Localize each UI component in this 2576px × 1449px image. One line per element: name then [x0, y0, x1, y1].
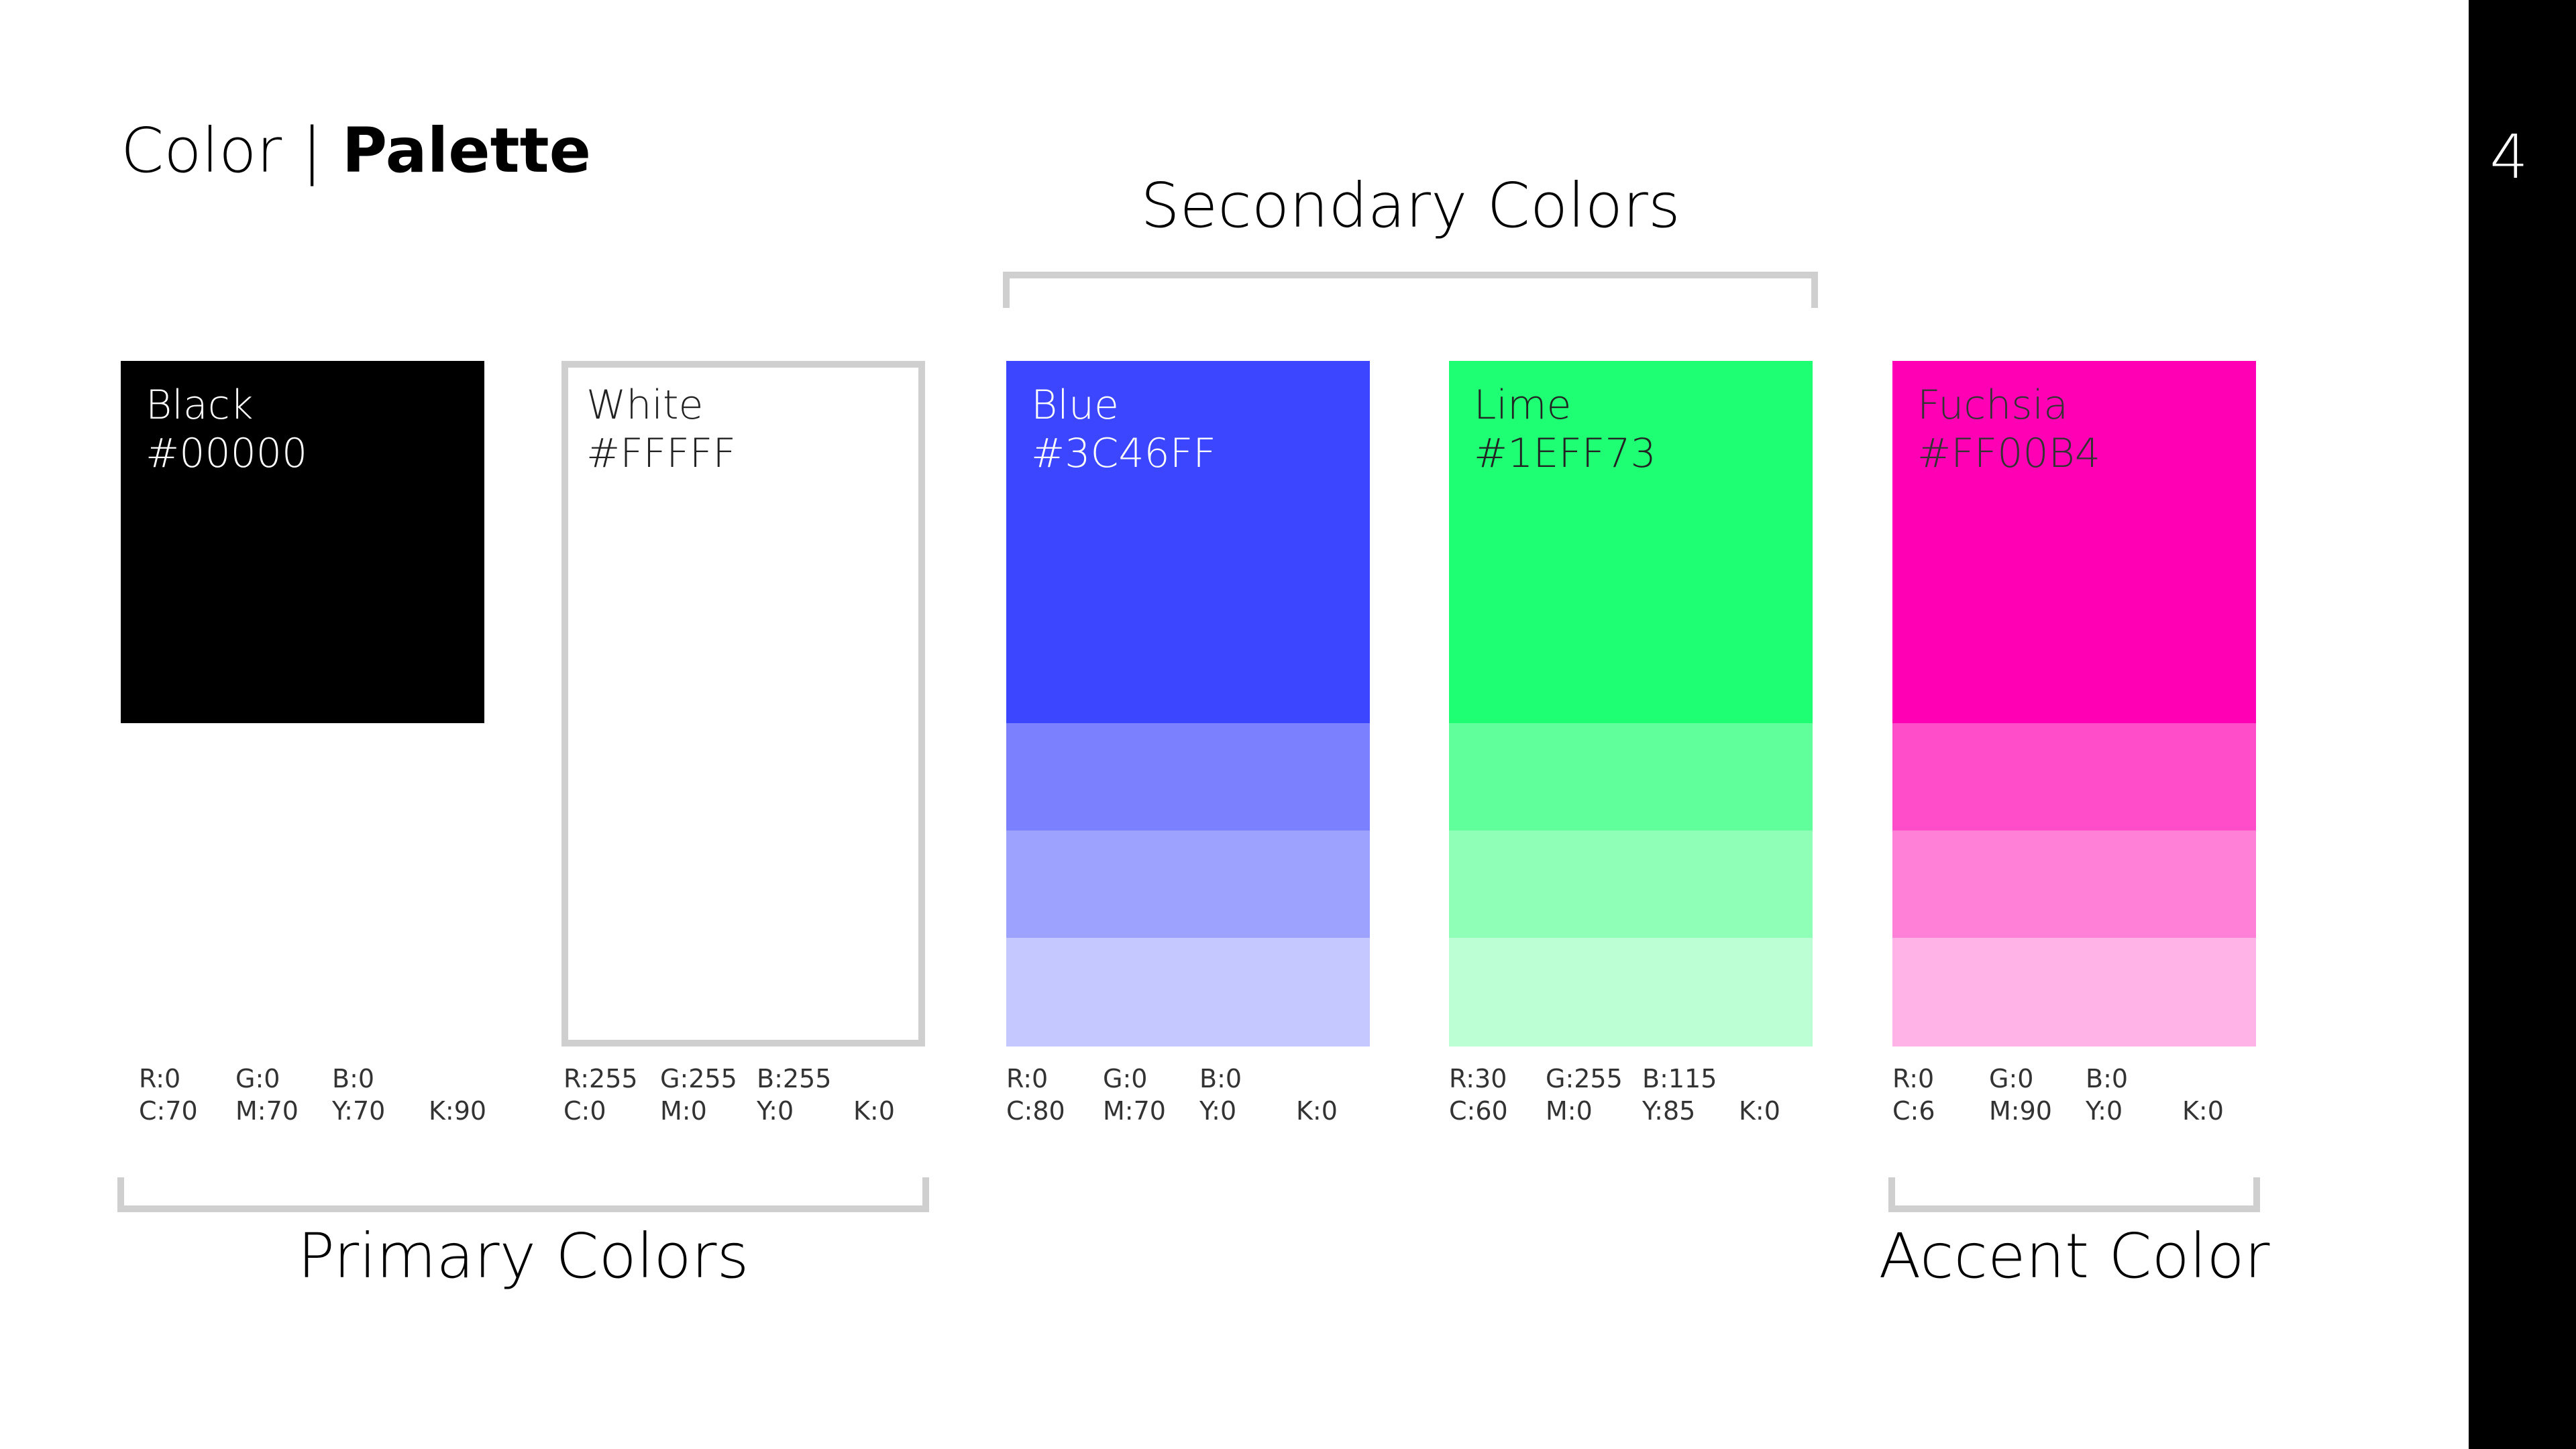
values-fuchsia: R:0 G:0 B:0 C:6 M:90 Y:0 K:0 [1892, 1063, 2268, 1127]
swatch-lime-tint-1 [1449, 723, 1813, 830]
cmyk-row: C:0 M:0 Y:0 K:0 [564, 1095, 939, 1127]
rgb-r: R:0 [1006, 1064, 1049, 1093]
swatch-black: Black #00000 [121, 361, 484, 1046]
values-lime: R:30 G:255 B:115 C:60 M:0 Y:85 K:0 [1449, 1063, 1825, 1127]
swatch-blue-tint-3 [1006, 938, 1370, 1046]
cmyk-row: C:80 M:70 Y:0 K:0 [1006, 1095, 1382, 1127]
cmyk-c: C:0 [564, 1096, 606, 1126]
accent-color-bracket [1888, 1177, 2260, 1212]
cmyk-m: M:70 [1103, 1096, 1166, 1126]
rgb-b: B:0 [332, 1064, 375, 1093]
cmyk-m: M:0 [660, 1096, 707, 1126]
rgb-g: G:255 [1546, 1064, 1623, 1093]
swatch-fuchsia-hex: #FF00B4 [1917, 430, 2101, 477]
rgb-r: R:255 [564, 1064, 638, 1093]
cmyk-y: Y:0 [2086, 1096, 2123, 1126]
swatch-lime: Lime #1EFF73 [1449, 361, 1813, 1046]
swatch-white-main [568, 368, 918, 730]
values-blue: R:0 G:0 B:0 C:80 M:70 Y:0 K:0 [1006, 1063, 1382, 1127]
swatch-blue-hex: #3C46FF [1031, 430, 1216, 477]
page-title-bold: Palette [341, 115, 592, 186]
values-black: R:0 G:0 B:0 C:70 M:70 Y:70 K:90 [139, 1063, 515, 1127]
rgb-row: R:30 G:255 B:115 [1449, 1063, 1825, 1095]
swatch-fuchsia: Fuchsia #FF00B4 [1892, 361, 2256, 1046]
page-number: 4 [2489, 122, 2528, 193]
swatch-lime-name: Lime [1474, 382, 1572, 429]
rgb-r: R:30 [1449, 1064, 1507, 1093]
rgb-r: R:0 [1892, 1064, 1935, 1093]
rgb-g: G:0 [1989, 1064, 2034, 1093]
rgb-b: B:255 [757, 1064, 832, 1093]
rgb-row: R:255 G:255 B:255 [564, 1063, 939, 1095]
cmyk-m: M:70 [235, 1096, 299, 1126]
cmyk-y: Y:85 [1642, 1096, 1696, 1126]
rgb-row: R:0 G:0 B:0 [1892, 1063, 2268, 1095]
rgb-g: G:255 [660, 1064, 737, 1093]
swatch-fuchsia-tint-1 [1892, 723, 2256, 830]
cmyk-y: Y:0 [1199, 1096, 1237, 1126]
swatch-blue-tint-1 [1006, 723, 1370, 830]
cmyk-c: C:60 [1449, 1096, 1508, 1126]
cmyk-y: Y:0 [757, 1096, 794, 1126]
swatch-black-name: Black [146, 382, 254, 429]
cmyk-k: K:0 [1739, 1096, 1780, 1126]
cmyk-row: C:70 M:70 Y:70 K:90 [139, 1095, 515, 1127]
cmyk-k: K:0 [2182, 1096, 2224, 1126]
page-title: Color | Palette [121, 111, 591, 191]
side-bar: 4 [2469, 0, 2576, 1449]
rgb-b: B:0 [2086, 1064, 2129, 1093]
secondary-colors-label: Secondary Colors [1140, 170, 1680, 241]
primary-colors-label: Primary Colors [297, 1220, 749, 1292]
swatch-fuchsia-tint-3 [1892, 938, 2256, 1046]
cmyk-c: C:6 [1892, 1096, 1935, 1126]
cmyk-k: K:0 [1296, 1096, 1338, 1126]
swatch-blue-tint-2 [1006, 830, 1370, 938]
cmyk-m: M:0 [1546, 1096, 1593, 1126]
rgb-row: R:0 G:0 B:0 [139, 1063, 515, 1095]
cmyk-y: Y:70 [332, 1096, 386, 1126]
swatch-blue-main [1006, 361, 1370, 723]
primary-colors-bracket [117, 1177, 929, 1212]
cmyk-k: K:90 [429, 1096, 487, 1126]
cmyk-k: K:0 [853, 1096, 895, 1126]
swatch-black-hex: #00000 [146, 430, 308, 477]
swatch-white-name: White [586, 382, 704, 429]
cmyk-row: C:6 M:90 Y:0 K:0 [1892, 1095, 2268, 1127]
swatch-lime-main [1449, 361, 1813, 723]
rgb-r: R:0 [139, 1064, 181, 1093]
cmyk-c: C:80 [1006, 1096, 1065, 1126]
cmyk-c: C:70 [139, 1096, 198, 1126]
swatch-fuchsia-name: Fuchsia [1917, 382, 2068, 429]
swatch-lime-tint-2 [1449, 830, 1813, 938]
rgb-g: G:0 [1103, 1064, 1148, 1093]
rgb-b: B:115 [1642, 1064, 1717, 1093]
swatch-blue-name: Blue [1031, 382, 1119, 429]
cmyk-m: M:90 [1989, 1096, 2052, 1126]
page-title-light: Color | [121, 115, 342, 186]
swatch-lime-tint-3 [1449, 938, 1813, 1046]
values-white: R:255 G:255 B:255 C:0 M:0 Y:0 K:0 [564, 1063, 939, 1127]
swatch-black-main [121, 361, 484, 723]
accent-color-label: Accent Color [1878, 1220, 2270, 1292]
swatch-white: White #FFFFF [561, 361, 925, 1046]
rgb-row: R:0 G:0 B:0 [1006, 1063, 1382, 1095]
cmyk-row: C:60 M:0 Y:85 K:0 [1449, 1095, 1825, 1127]
swatch-lime-hex: #1EFF73 [1474, 430, 1656, 477]
rgb-g: G:0 [235, 1064, 280, 1093]
secondary-colors-bracket [1003, 272, 1818, 308]
swatch-blue: Blue #3C46FF [1006, 361, 1370, 1046]
rgb-b: B:0 [1199, 1064, 1242, 1093]
swatch-fuchsia-main [1892, 361, 2256, 723]
swatch-white-hex: #FFFFF [586, 430, 736, 477]
swatch-fuchsia-tint-2 [1892, 830, 2256, 938]
